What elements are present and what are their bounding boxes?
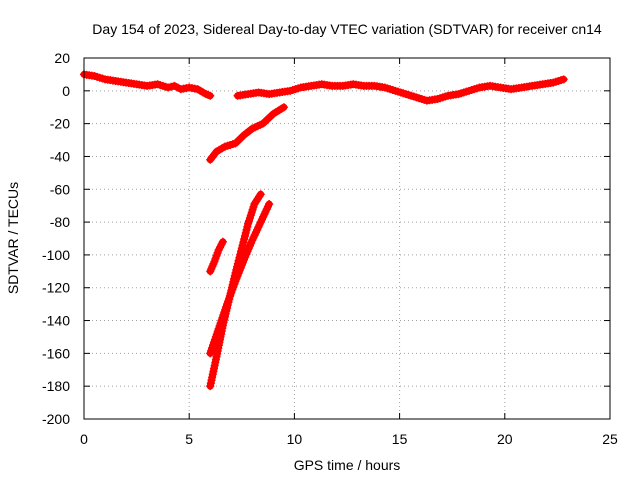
y-tick-label: 0 [62,83,70,99]
y-tick-label: -40 [50,148,70,164]
x-tick-label: 5 [185,431,193,447]
y-tick-label: -60 [50,181,70,197]
y-tick-label: 20 [54,50,70,66]
x-tick-label: 20 [497,431,513,447]
series-layer [80,70,568,391]
data-series [80,70,215,100]
y-tick-label: -20 [50,116,70,132]
data-point [265,200,274,209]
data-series [233,75,568,105]
y-tick-label: -120 [42,280,70,296]
data-series [206,200,274,358]
data-series [206,103,288,164]
x-tick-label: 10 [287,431,303,447]
x-tick-label: 15 [392,431,408,447]
data-point [218,237,227,246]
y-tick-label: -80 [50,214,70,230]
y-tick-label: -140 [42,313,70,329]
data-point [559,75,568,84]
x-axis-label: GPS time / hours [294,457,401,473]
data-point [206,91,215,100]
y-tick-label: -100 [42,247,70,263]
x-tick-label: 25 [602,431,618,447]
y-tick-label: -180 [42,378,70,394]
y-tick-label: -200 [42,411,70,427]
y-axis-label: SDTVAR / TECUs [5,182,21,294]
data-point [279,103,288,112]
grid [84,58,610,419]
data-point [256,190,265,199]
chart-title: Day 154 of 2023, Sidereal Day-to-day VTE… [92,21,602,37]
ticks: 0 5 10 15 20 25 20 0 -20 -40 -60 -80 -100 -120 -140 -16… [42,50,618,447]
x-tick-label: 0 [80,431,88,447]
plot-frame [83,57,611,420]
data-series [206,237,227,276]
y-tick-label: -160 [42,345,70,361]
